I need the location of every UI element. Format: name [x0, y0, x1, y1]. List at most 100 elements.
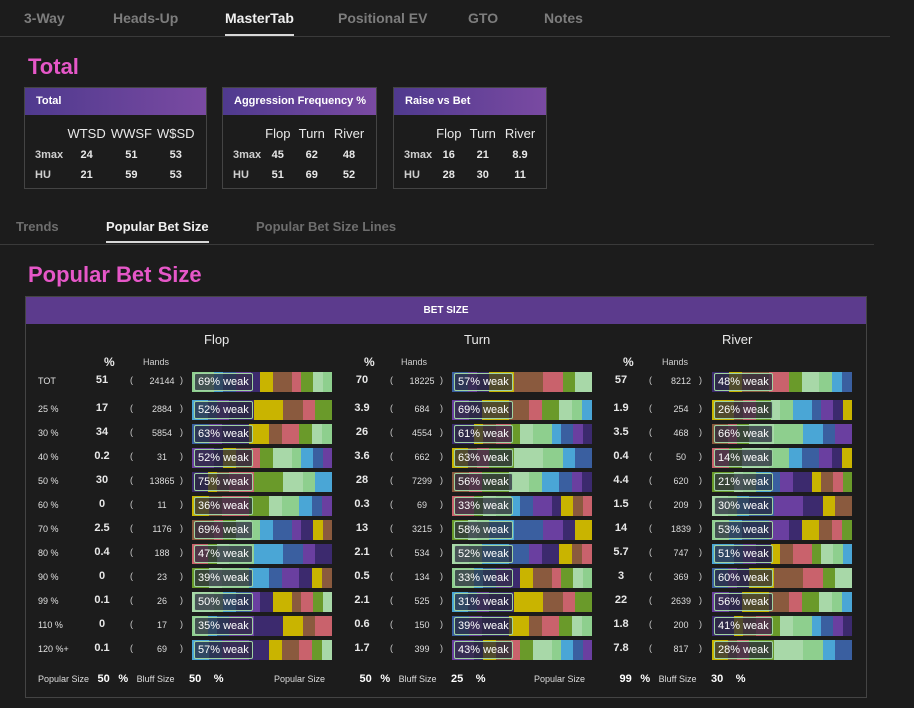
hand-strength-bar[interactable]: 58% weak — [452, 520, 592, 540]
bar-segment — [282, 400, 304, 420]
bar-segment — [251, 520, 261, 540]
hand-strength-bar[interactable]: 61% weak — [452, 424, 592, 444]
hand-strength-bar[interactable]: 57% weak — [452, 372, 592, 392]
frequency-pct: 22 — [614, 594, 628, 606]
unit: % — [735, 673, 746, 685]
paren-open: ( — [390, 595, 393, 605]
hand-strength-bar[interactable]: 33% weak — [452, 568, 592, 588]
col-header: Turn — [469, 125, 496, 141]
hand-strength-bar[interactable]: 51% weak — [712, 544, 852, 564]
bar-segment — [541, 472, 559, 492]
hand-strength-bar[interactable]: 21% weak — [712, 472, 852, 492]
bar-segment — [820, 544, 834, 564]
bar-segment — [563, 592, 576, 612]
hand-strength-bar[interactable]: 47% weak — [192, 544, 332, 564]
hand-strength-bar[interactable]: 56% weak — [452, 472, 592, 492]
hand-strength-bar[interactable]: 28% weak — [712, 640, 852, 660]
frequency-pct: 28 — [355, 474, 369, 486]
paren-open: ( — [390, 475, 393, 485]
bar-segment — [282, 544, 304, 564]
bar-segment — [801, 592, 819, 612]
tab-positional-ev[interactable]: Positional EV — [338, 10, 428, 26]
hand-strength-bar[interactable]: 52% weak — [452, 544, 592, 564]
hand-strength-bar[interactable]: 63% weak — [452, 448, 592, 468]
bet-size-row: 90 % 0 (23) 39% weak 0.5 (134) 33% weak 3 (369) 6… — [26, 566, 866, 590]
bar-segment — [811, 400, 821, 420]
hand-strength-bar[interactable]: 60% weak — [712, 568, 852, 588]
bar-segment — [248, 640, 269, 660]
paren-open: ( — [390, 375, 393, 385]
hands-header: Hands — [401, 357, 428, 367]
hand-strength-bar[interactable]: 66% weak — [712, 424, 852, 444]
weak-percentage-label: 50% weak — [194, 593, 253, 611]
hands-count: 11 — [157, 500, 167, 510]
hand-strength-bar[interactable]: 52% weak — [192, 448, 332, 468]
street-turn: Turn — [464, 332, 491, 347]
hand-strength-bar[interactable]: 75% weak — [192, 472, 332, 492]
bar-segment — [253, 544, 283, 564]
hand-strength-bar[interactable]: 26% weak — [712, 400, 852, 420]
hand-strength-bar[interactable]: 52% weak — [192, 400, 332, 420]
frequency-pct: 0.1 — [94, 642, 110, 654]
paren-open: ( — [130, 619, 133, 629]
hand-strength-bar[interactable]: 30% weak — [712, 496, 852, 516]
frequency-pct: 0.4 — [94, 546, 110, 558]
bar-segment — [841, 448, 852, 468]
weak-percentage-label: 36% weak — [194, 497, 253, 515]
weak-percentage-label: 52% weak — [454, 545, 513, 563]
hand-strength-bar[interactable]: 35% weak — [192, 616, 332, 636]
bar-segment — [780, 472, 793, 492]
frequency-pct: 34 — [95, 426, 109, 438]
hand-strength-bar[interactable]: 50% weak — [192, 592, 332, 612]
hand-strength-bar[interactable]: 33% weak — [452, 496, 592, 516]
tab-notes[interactable]: Notes — [544, 10, 583, 26]
hand-strength-bar[interactable]: 48% weak — [712, 372, 852, 392]
hand-strength-bar[interactable]: 63% weak — [192, 424, 332, 444]
bluff-size-value: 50 — [188, 673, 202, 685]
weak-percentage-label: 69% weak — [194, 521, 253, 539]
bar-segment — [251, 372, 261, 392]
bar-segment — [281, 568, 299, 588]
hand-strength-bar[interactable]: 53% weak — [712, 520, 852, 540]
hands-count: 150 — [414, 620, 430, 630]
hands-header: Hands — [662, 357, 689, 367]
stat-value: 16 — [442, 149, 455, 161]
bar-segment — [788, 592, 802, 612]
bar-segment — [303, 472, 316, 492]
bar-segment — [801, 448, 819, 468]
bar-segment — [513, 592, 543, 612]
tab-3-way[interactable]: 3-Way — [24, 10, 65, 26]
tab-popular-bet-size[interactable]: Popular Bet Size — [106, 219, 209, 243]
hand-strength-bar[interactable]: 31% weak — [452, 592, 592, 612]
hands-count: 684 — [414, 404, 430, 414]
pct-header: % — [623, 355, 634, 369]
hand-strength-bar[interactable]: 69% weak — [452, 400, 592, 420]
unit: % — [118, 673, 129, 685]
stat-value: 28 — [442, 169, 455, 181]
hand-strength-bar[interactable]: 69% weak — [192, 520, 332, 540]
tab-popular-bet-size-lines[interactable]: Popular Bet Size Lines — [256, 219, 397, 234]
tab-gto[interactable]: GTO — [468, 10, 499, 26]
hands-count: 4554 — [411, 428, 433, 438]
hand-strength-bar[interactable]: 14% weak — [712, 448, 852, 468]
hand-strength-bar[interactable]: 43% weak — [452, 640, 592, 660]
hand-strength-bar[interactable]: 39% weak — [452, 616, 592, 636]
bar-segment — [831, 448, 842, 468]
tab-heads-up[interactable]: Heads-Up — [113, 10, 179, 26]
hand-strength-bar[interactable]: 57% weak — [192, 640, 332, 660]
tab-trends[interactable]: Trends — [16, 219, 59, 234]
bar-segment — [563, 448, 576, 468]
frequency-pct: 30 — [95, 474, 109, 486]
hands-count: 3215 — [411, 524, 433, 534]
paren-close: ) — [180, 403, 183, 413]
hand-strength-bar[interactable]: 39% weak — [192, 568, 332, 588]
bar-segment — [835, 496, 852, 516]
hands-count: 747 — [673, 548, 689, 558]
hand-strength-bar[interactable]: 69% weak — [192, 372, 332, 392]
tab-mastertab[interactable]: MasterTab — [225, 10, 294, 36]
hand-strength-bar[interactable]: 56% weak — [712, 592, 852, 612]
bar-segment — [833, 400, 843, 420]
bar-segment — [771, 616, 781, 636]
hand-strength-bar[interactable]: 36% weak — [192, 496, 332, 516]
hand-strength-bar[interactable]: 41% weak — [712, 616, 852, 636]
